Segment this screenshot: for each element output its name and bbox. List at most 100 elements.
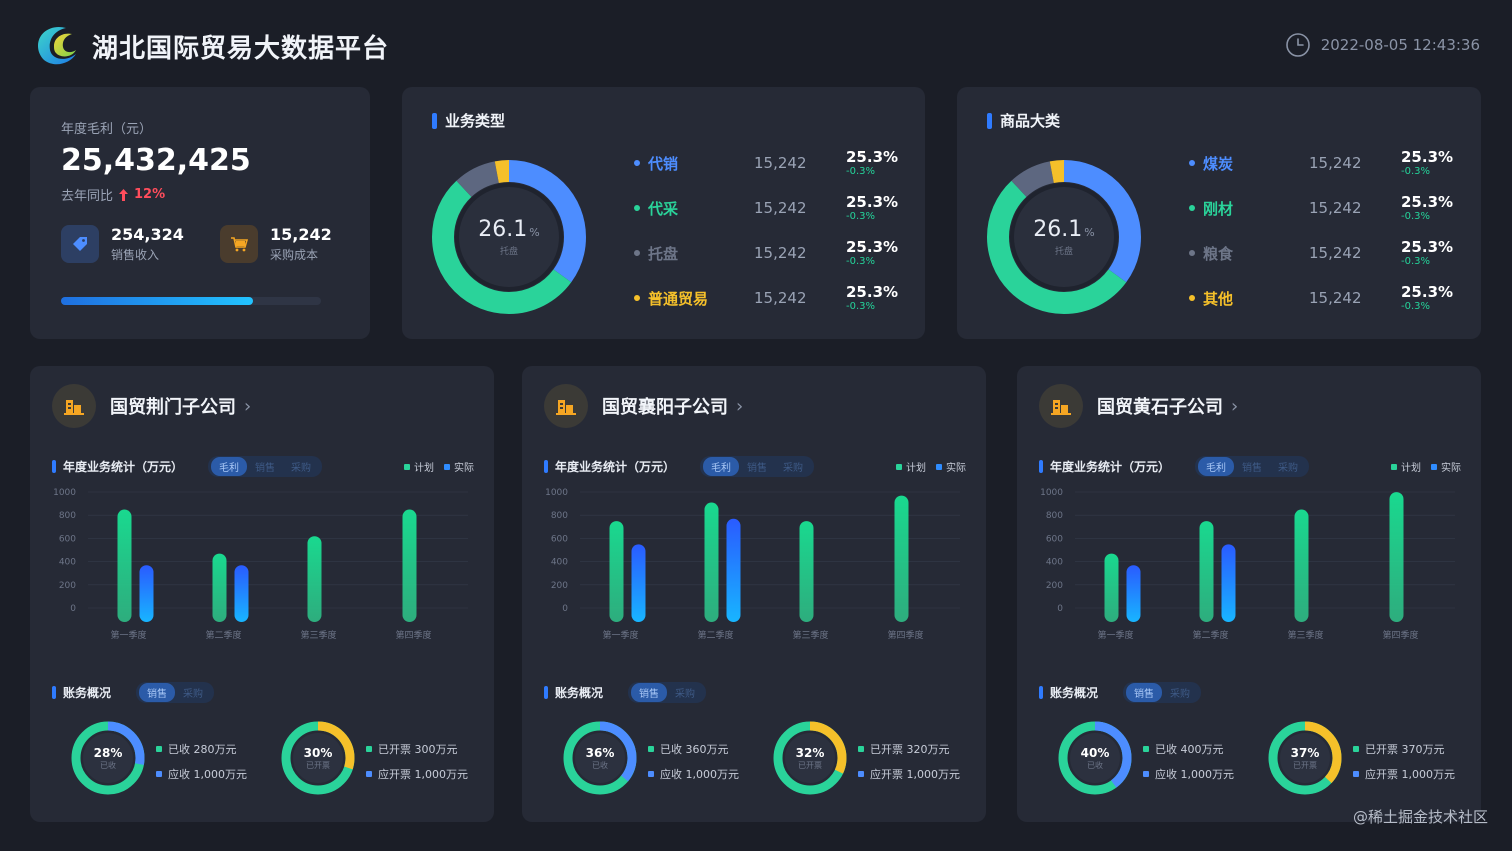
legend-row[interactable]: 煤炭 15,242 25.3% -0.3%: [1189, 147, 1459, 192]
bar-actual[interactable]: [139, 565, 154, 622]
legend-row[interactable]: 代采 15,242 25.3% -0.3%: [634, 192, 904, 237]
bar-plan[interactable]: [609, 521, 624, 622]
x-category-label: 第二季度: [1192, 629, 1228, 641]
x-category-label: 第四季度: [395, 629, 431, 641]
legend-plan[interactable]: 计划: [1391, 459, 1421, 474]
quarterly-bar-chart: 0 200 400 600 800 1000 第一季度 第二季度 第三季度 第四季度: [545, 488, 960, 641]
goods-category-legend: 煤炭 15,242 25.3% -0.3% 刚材 15,242 25.3% -0…: [1189, 147, 1459, 327]
legend-plan[interactable]: 计划: [404, 459, 434, 474]
legend-actual[interactable]: 实际: [1431, 459, 1461, 474]
y-tick-label: 0: [1057, 604, 1063, 614]
legend-row[interactable]: 刚材 15,242 25.3% -0.3%: [1189, 192, 1459, 237]
tab-sales[interactable]: 销售: [747, 463, 768, 474]
sales-income-kpi: 254,324 销售收入: [61, 225, 184, 263]
bar-actual[interactable]: [1221, 544, 1236, 622]
donut-inner-disc: [575, 733, 625, 783]
legend-percent: 25.3%: [1401, 148, 1454, 166]
quarterly-bar-chart: 0 200 400 600 800 1000 第一季度 第二季度 第三季度 第四季度: [53, 488, 468, 641]
donut-progress-arc[interactable]: [773, 721, 847, 795]
y-tick-label: 1000: [53, 488, 76, 498]
donut-legend-row: 已收 400万元: [1143, 736, 1234, 761]
tab-purchase[interactable]: 采购: [291, 463, 312, 474]
donut-progress-arc[interactable]: [1268, 721, 1342, 795]
bar-plan[interactable]: [799, 521, 814, 622]
goods-category-donut[interactable]: [984, 157, 1144, 317]
donut-progress-arc[interactable]: [71, 721, 145, 795]
bar-actual[interactable]: [1126, 565, 1141, 622]
bar-plan[interactable]: [117, 509, 132, 622]
y-tick-label: 400: [59, 558, 76, 568]
legend-percent: 25.3%: [1401, 193, 1454, 211]
legend-row[interactable]: 其他 15,242 25.3% -0.3%: [1189, 282, 1459, 327]
y-tick-label: 400: [551, 558, 568, 568]
legend-row[interactable]: 粮食 15,242 25.3% -0.3%: [1189, 237, 1459, 282]
chevron-right-icon[interactable]: ›: [1231, 395, 1239, 417]
bar-plan[interactable]: [1199, 521, 1214, 622]
legend-change: -0.3%: [846, 211, 876, 222]
donut-slice[interactable]: [432, 160, 586, 314]
chevron-right-icon[interactable]: ›: [244, 395, 252, 417]
tab-account-sales[interactable]: 销售: [631, 683, 668, 702]
tab-account-sales[interactable]: 销售: [1126, 683, 1163, 702]
x-category-label: 第三季度: [300, 629, 336, 641]
donut-slice[interactable]: [987, 160, 1141, 314]
donut-progress-arc[interactable]: [281, 721, 355, 795]
donut-progress-arc[interactable]: [563, 721, 637, 795]
legend-row[interactable]: 托盘 15,242 25.3% -0.3%: [634, 237, 904, 282]
building-icon: [1039, 384, 1083, 428]
received-donut: 36% 已收 已收 360万元 应收 1,000万元: [550, 718, 750, 798]
donut-slice[interactable]: [432, 160, 586, 314]
donut-progress-arc[interactable]: [1058, 721, 1132, 795]
x-category-label: 第四季度: [887, 629, 923, 641]
bar-actual[interactable]: [631, 544, 646, 622]
bar-plan[interactable]: [894, 495, 909, 622]
company-header[interactable]: 国贸黄石子公司 ›: [1039, 384, 1238, 428]
tab-sales[interactable]: 销售: [255, 463, 276, 474]
company-name[interactable]: 国贸襄阳子公司: [602, 397, 728, 418]
legend-row[interactable]: 普通贸易 15,242 25.3% -0.3%: [634, 282, 904, 327]
legend-plan[interactable]: 计划: [896, 459, 926, 474]
x-category-label: 第一季度: [602, 629, 638, 641]
tab-gross-profit[interactable]: 毛利: [1198, 457, 1235, 476]
y-tick-label: 400: [1046, 558, 1063, 568]
tab-purchase[interactable]: 采购: [783, 463, 804, 474]
company-header[interactable]: 国贸荆门子公司 ›: [52, 384, 251, 428]
bar-plan[interactable]: [402, 509, 417, 622]
tab-account-purchase[interactable]: 采购: [183, 689, 204, 700]
chevron-right-icon[interactable]: ›: [736, 395, 744, 417]
bar-plan[interactable]: [704, 502, 719, 622]
tab-account-purchase[interactable]: 采购: [675, 689, 696, 700]
legend-actual[interactable]: 实际: [444, 459, 474, 474]
business-type-donut[interactable]: [429, 157, 589, 317]
purchase-cost-value: 15,242: [270, 225, 332, 244]
company-name[interactable]: 国贸黄石子公司: [1097, 397, 1223, 418]
bar-actual[interactable]: [726, 518, 741, 622]
tab-account-sales[interactable]: 销售: [139, 683, 176, 702]
company-header[interactable]: 国贸襄阳子公司 ›: [544, 384, 743, 428]
purchase-cost-label: 采购成本: [270, 248, 319, 262]
annual-stats-title: 年度业务统计（万元） 毛利 销售 采购: [1039, 456, 1310, 477]
legend-name: 代采: [648, 200, 679, 218]
donut-slice[interactable]: [987, 160, 1141, 314]
bar-plan[interactable]: [307, 536, 322, 622]
bar-plan[interactable]: [212, 553, 227, 622]
company-name[interactable]: 国贸荆门子公司: [110, 397, 236, 418]
legend-row[interactable]: 代销 15,242 25.3% -0.3%: [634, 147, 904, 192]
y-tick-label: 800: [1046, 511, 1063, 521]
legend-dot: [1189, 205, 1195, 211]
tab-sales[interactable]: 销售: [1242, 463, 1263, 474]
bar-plan[interactable]: [1104, 553, 1119, 622]
chart-legend: 计划 实际: [1391, 459, 1461, 474]
platform-logo-icon: [38, 26, 76, 65]
bar-plan[interactable]: [1294, 509, 1309, 622]
donut-legend-row: 应收 1,000万元: [1143, 761, 1234, 786]
tab-account-purchase[interactable]: 采购: [1170, 689, 1191, 700]
tab-gross-profit[interactable]: 毛利: [211, 457, 248, 476]
tab-gross-profit[interactable]: 毛利: [703, 457, 740, 476]
legend-actual[interactable]: 实际: [936, 459, 966, 474]
received-donut: 28% 已收 已收 280万元 应收 1,000万元: [58, 718, 258, 798]
bar-plan[interactable]: [1389, 492, 1404, 622]
bar-actual[interactable]: [234, 565, 249, 622]
legend-change: -0.3%: [1401, 256, 1431, 267]
tab-purchase[interactable]: 采购: [1278, 463, 1299, 474]
